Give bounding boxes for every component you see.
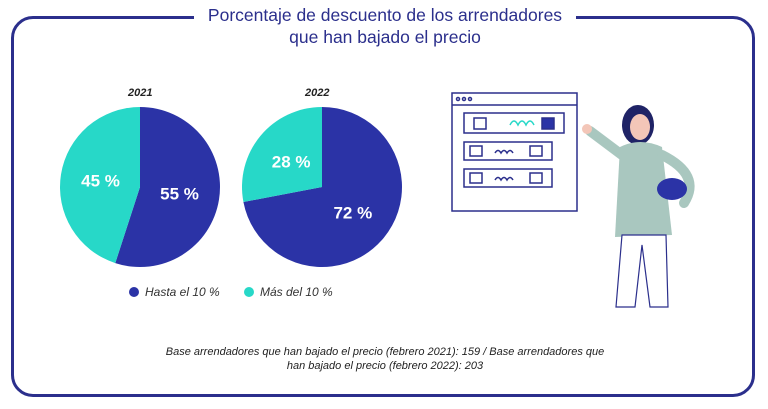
person-drawing (582, 105, 695, 308)
chart-title: Porcentaje de descuento de los arrendado… (194, 4, 576, 48)
browser-window-drawing (451, 92, 578, 212)
pie-2022-value-label-1: 28 % (272, 153, 311, 172)
footnote: Base arrendadores que han bajado el prec… (120, 345, 650, 373)
title-line-2: que han bajado el precio (289, 27, 481, 47)
pie-2021-slice-0 (115, 107, 220, 267)
legend-item-mas: Más del 10 % (244, 285, 333, 299)
pie-2022-value-label-0: 72 % (333, 203, 372, 222)
legend-item-hasta: Hasta el 10 % (129, 285, 220, 299)
title-line-1: Porcentaje de descuento de los arrendado… (207, 5, 563, 25)
footnote-line-1: Base arrendadores que han bajado el prec… (165, 346, 605, 358)
landlord-illustration (451, 92, 695, 308)
pie-2021-value-label-1: 45 % (81, 172, 120, 191)
pie-2022-title: 2022 (305, 87, 330, 99)
legend-swatch-teal (244, 287, 254, 297)
pie-2022-slice-0 (243, 107, 402, 268)
legend-label-hasta: Hasta el 10 % (145, 285, 220, 299)
pie-2021-title: 2021 (128, 87, 153, 99)
footnote-line-2: han bajado el precio (febrero 2022): 203 (286, 360, 484, 372)
pie-2021-value-label-0: 55 % (160, 184, 199, 203)
legend-label-mas: Más del 10 % (260, 285, 333, 299)
pie-2022-slice-1 (242, 107, 322, 202)
pie-2021-slice-1 (59, 107, 140, 264)
legend-swatch-dark (129, 287, 139, 297)
